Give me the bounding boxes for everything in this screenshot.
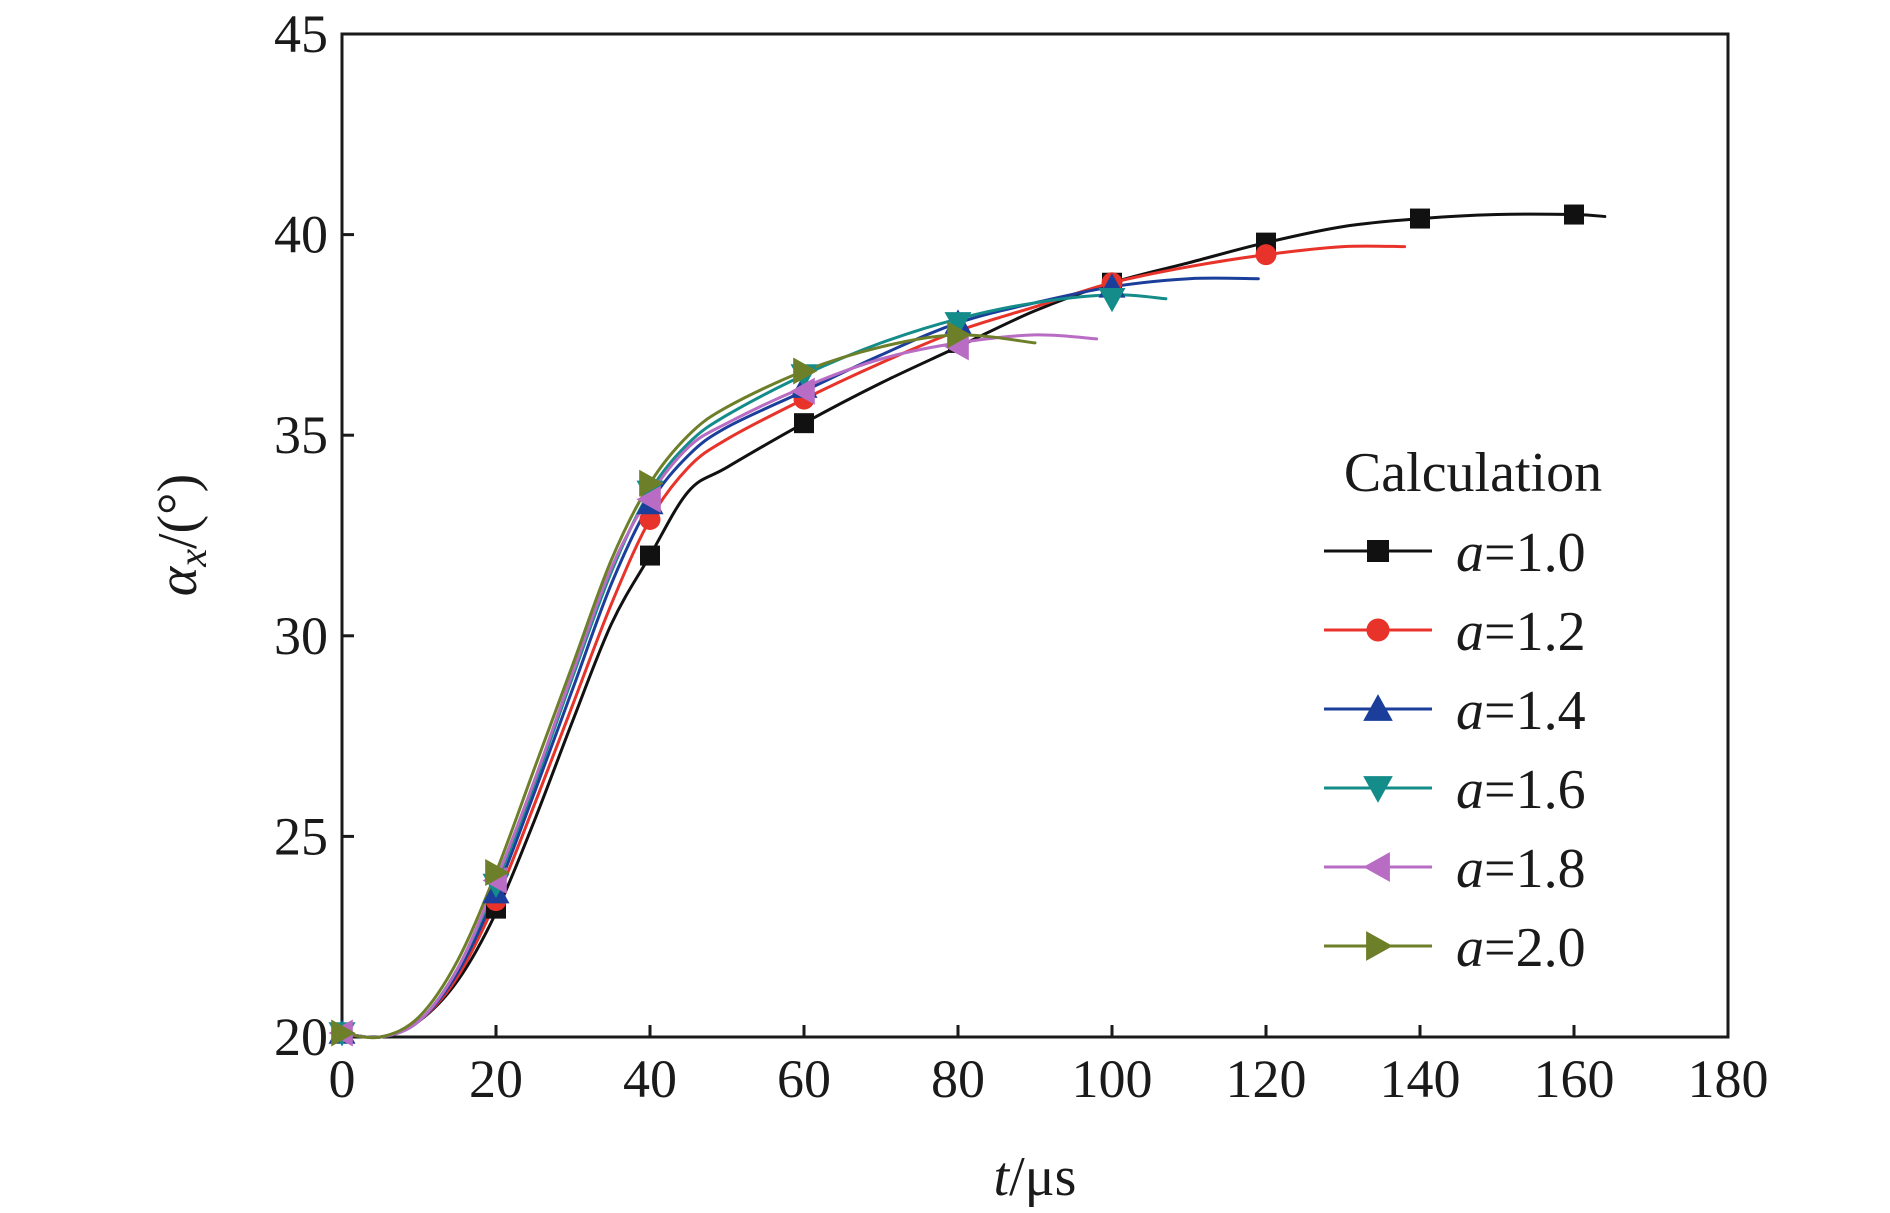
series-lines: [340, 212, 1607, 1040]
x-tick-label: 20: [469, 1049, 523, 1109]
data-point: [947, 321, 972, 349]
series-line-1: [340, 212, 1607, 1039]
x-tick-label: 40: [623, 1049, 677, 1109]
x-tick-label: 140: [1380, 1049, 1461, 1109]
data-point: [793, 357, 818, 385]
legend-marker: [1366, 618, 1390, 642]
y-tick-label: 30: [274, 606, 328, 666]
x-tick-label: 100: [1072, 1049, 1153, 1109]
legend-label: a=1.6: [1456, 759, 1586, 821]
data-point: [331, 1019, 356, 1047]
data-point: [1564, 204, 1584, 225]
legend-label: a=2.0: [1456, 917, 1586, 979]
y-tick-label: 45: [274, 4, 328, 64]
y-tick-label: 20: [274, 1007, 328, 1067]
legend-marker: [1367, 540, 1389, 562]
y-axis-title: αx/(°): [147, 474, 215, 596]
data-point: [636, 485, 661, 513]
x-axis-title: t/μs: [994, 1146, 1077, 1208]
legend-marker: [1363, 776, 1393, 803]
legend-label: a=1.2: [1456, 601, 1586, 663]
x-tick-label: 80: [931, 1049, 985, 1109]
legend-label: a=1.0: [1456, 522, 1586, 584]
data-point: [794, 413, 814, 434]
legend-title: Calculation: [1344, 442, 1602, 504]
legend-label: a=1.4: [1456, 680, 1586, 742]
x-tick-label: 0: [329, 1049, 356, 1109]
data-point: [639, 469, 664, 497]
plot-frame: [340, 32, 1730, 1039]
data-point: [639, 508, 661, 530]
y-tick-label: 35: [274, 405, 328, 465]
legend-item: a=1.0: [1324, 522, 1586, 584]
series-line-5: [340, 333, 1099, 1039]
legend-item: a=1.6: [1324, 759, 1586, 821]
x-tick-label: 60: [777, 1049, 831, 1109]
data-point: [1410, 208, 1430, 229]
data-point: [485, 859, 510, 886]
data-point: [640, 545, 660, 566]
series-line-6: [340, 333, 1037, 1040]
legend-marker: [1366, 931, 1393, 961]
legend-item: a=1.2: [1324, 601, 1586, 663]
legend: Calculation a=1.0 a=1.2 a=1.4 a=1.6 a=1.8 a=2…: [1324, 442, 1602, 979]
data-point: [944, 312, 972, 337]
x-tick-label: 180: [1688, 1049, 1769, 1109]
data-point: [944, 333, 969, 361]
y-tick-label: 25: [274, 806, 328, 866]
legend-item: a=1.8: [1324, 838, 1586, 900]
legend-item: a=1.4: [1324, 680, 1586, 742]
x-tick-label: 160: [1534, 1049, 1615, 1109]
legend-item: a=2.0: [1324, 917, 1586, 979]
legend-marker: [1363, 694, 1393, 721]
series-line-2: [340, 244, 1407, 1039]
x-tick-label: 120: [1226, 1049, 1307, 1109]
data-point: [1255, 244, 1277, 266]
legend-label: a=1.8: [1456, 838, 1586, 900]
data-point: [790, 377, 815, 405]
legend-marker: [1363, 852, 1390, 882]
y-tick-label: 40: [274, 205, 328, 265]
series-markers: [328, 204, 1584, 1047]
data-point: [1098, 288, 1126, 313]
series-line-4: [340, 293, 1168, 1039]
